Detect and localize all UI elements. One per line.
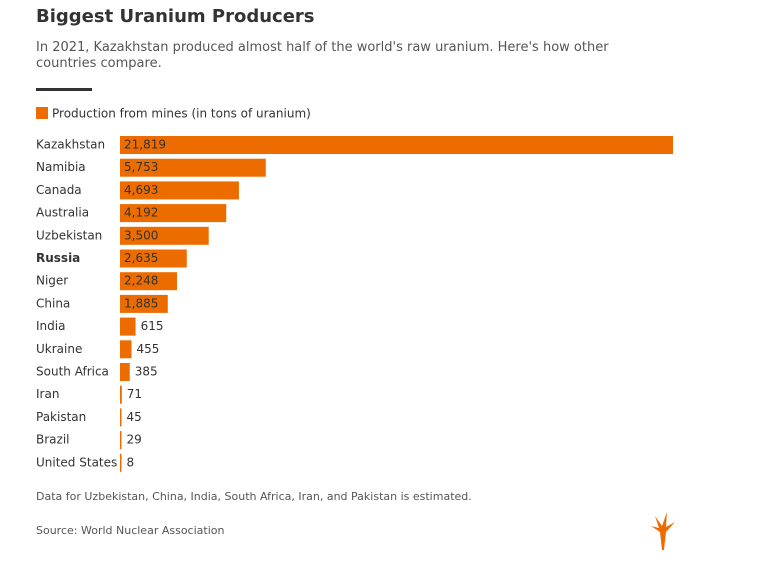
- category-label: Namibia: [36, 160, 86, 174]
- source: Source: World Nuclear Association: [36, 524, 225, 537]
- chart: Production from mines (in tons of uraniu…: [36, 107, 673, 472]
- value-label: 3,500: [124, 228, 158, 242]
- bar: [120, 340, 132, 359]
- category-label: China: [36, 296, 70, 310]
- category-label: South Africa: [36, 365, 109, 379]
- category-label: Kazakhstan: [36, 138, 105, 152]
- value-label: 385: [135, 365, 158, 379]
- bar: [120, 294, 168, 313]
- value-label: 45: [127, 410, 142, 424]
- value-label: 2,248: [124, 274, 158, 288]
- legend-label: Production from mines (in tons of uraniu…: [52, 107, 311, 121]
- chart-subtitle: In 2021, Kazakhstan produced almost half…: [36, 40, 609, 71]
- value-label: 1,885: [124, 296, 158, 310]
- bar: [120, 226, 209, 245]
- category-label: Uzbekistan: [36, 228, 102, 242]
- bar: [120, 136, 673, 154]
- category-label: Russia: [36, 251, 80, 265]
- value-label: 455: [137, 342, 160, 356]
- category-label: Iran: [36, 387, 59, 401]
- logo: [651, 512, 675, 550]
- chart-title: Biggest Uranium Producers: [36, 6, 315, 27]
- bar: [120, 408, 122, 427]
- footnote: Data for Uzbekistan, China, India, South…: [36, 490, 472, 503]
- value-label: 4,693: [124, 183, 158, 197]
- title-rule: [36, 88, 92, 91]
- logo-mark: [651, 512, 675, 550]
- legend-swatch: [36, 107, 48, 119]
- bar: [120, 204, 227, 223]
- value-label: 5,753: [124, 160, 158, 174]
- bar: [120, 431, 122, 450]
- bar: [120, 317, 136, 336]
- category-label: India: [36, 319, 65, 333]
- value-label: 2,635: [124, 251, 158, 265]
- bar: [120, 249, 187, 268]
- value-label: 8: [127, 455, 135, 469]
- category-label: United States: [36, 455, 117, 469]
- bar: [120, 272, 177, 291]
- bar: [120, 363, 130, 381]
- category-label: Pakistan: [36, 410, 86, 424]
- bar: [120, 453, 122, 472]
- category-label: Ukraine: [36, 342, 82, 356]
- category-label: Australia: [36, 206, 89, 220]
- bar: [120, 385, 122, 404]
- bar: [120, 181, 239, 200]
- category-label: Canada: [36, 183, 82, 197]
- category-label: Niger: [36, 274, 68, 288]
- bar: [120, 158, 266, 177]
- category-label: Brazil: [36, 433, 70, 447]
- value-label: 615: [141, 319, 164, 333]
- value-label: 29: [127, 433, 142, 447]
- value-label: 4,192: [124, 206, 158, 220]
- value-label: 21,819: [124, 138, 166, 152]
- value-label: 71: [127, 387, 142, 401]
